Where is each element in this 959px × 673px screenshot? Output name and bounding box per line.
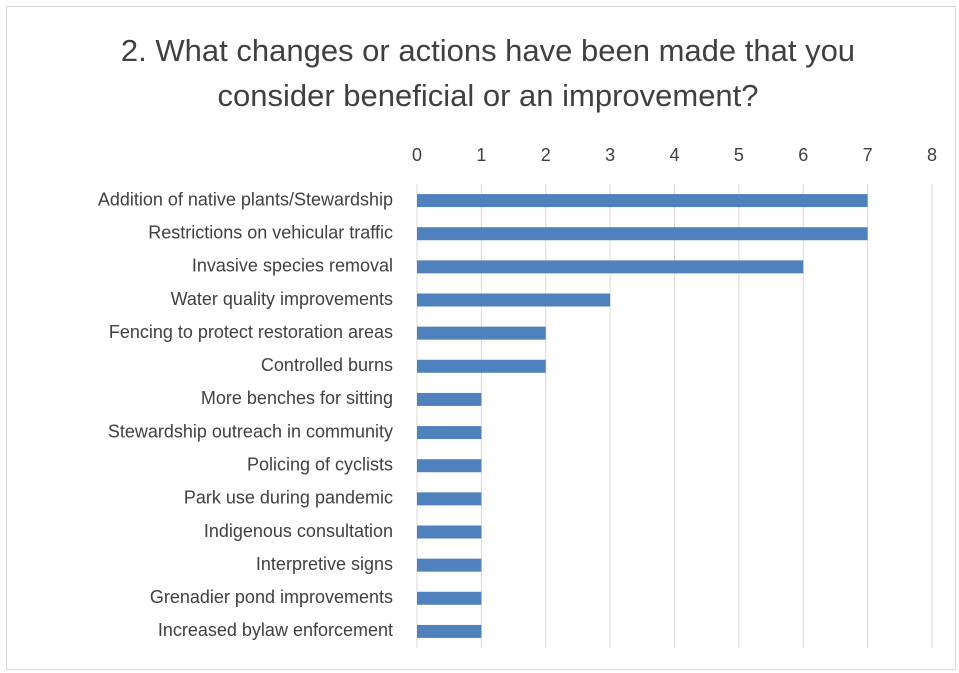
y-tick-label: Park use during pandemic — [184, 488, 393, 508]
bar — [417, 326, 546, 340]
y-tick-label: Increased bylaw enforcement — [158, 620, 393, 640]
bar — [417, 591, 482, 605]
bar — [417, 525, 482, 539]
y-tick-label: Interpretive signs — [256, 554, 393, 574]
x-tick-label: 4 — [669, 145, 679, 165]
y-tick-label: Invasive species removal — [192, 256, 393, 276]
x-tick-label: 6 — [798, 145, 808, 165]
x-tick-label: 3 — [605, 145, 615, 165]
y-tick-label: Fencing to protect restoration areas — [109, 322, 393, 342]
y-tick-label: Water quality improvements — [171, 289, 393, 309]
bar — [417, 459, 482, 473]
y-tick-label: Restrictions on vehicular traffic — [148, 222, 393, 242]
y-tick-label: Grenadier pond improvements — [150, 587, 393, 607]
y-tick-label: Policing of cyclists — [247, 454, 393, 474]
bar — [417, 558, 482, 572]
y-tick-label: Addition of native plants/Stewardship — [98, 189, 393, 209]
x-tick-label: 8 — [927, 145, 937, 165]
bar — [417, 227, 868, 241]
bar — [417, 359, 546, 373]
x-tick-label: 2 — [541, 145, 551, 165]
x-tick-label: 0 — [412, 145, 422, 165]
x-tick-label: 1 — [476, 145, 486, 165]
bar — [417, 260, 804, 274]
bar — [417, 293, 611, 307]
chart-frame — [6, 6, 956, 670]
bar — [417, 194, 868, 208]
y-tick-label: Controlled burns — [261, 355, 393, 375]
bar — [417, 426, 482, 440]
chart-title: 2. What changes or actions have been mad… — [120, 33, 856, 113]
y-tick-label: Indigenous consultation — [204, 521, 393, 541]
y-tick-label: More benches for sitting — [201, 388, 393, 408]
x-tick-label: 5 — [734, 145, 744, 165]
bar — [417, 492, 482, 506]
x-tick-label: 7 — [863, 145, 873, 165]
y-tick-label: Stewardship outreach in community — [108, 421, 393, 441]
bar — [417, 392, 482, 406]
bar — [417, 624, 482, 638]
